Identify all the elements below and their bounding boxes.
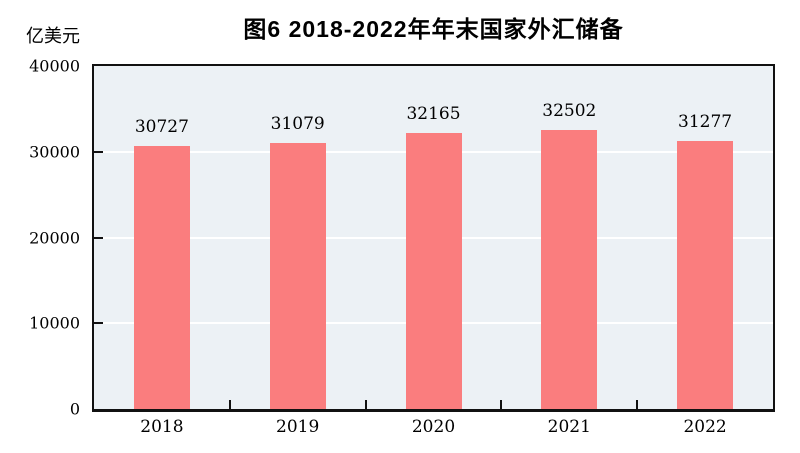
y-axis-unit-label: 亿美元 xyxy=(26,26,80,46)
bar-value-label: 32165 xyxy=(406,104,461,125)
x-tick-label: 2021 xyxy=(547,417,591,437)
y-tick-label: 0 xyxy=(69,399,80,419)
bar xyxy=(133,145,190,409)
x-axis-tick-labels: 2018 2019 2020 2021 2022 xyxy=(94,417,773,447)
x-tick-mark xyxy=(500,400,503,409)
bar xyxy=(269,142,326,409)
bar xyxy=(677,140,734,409)
bar-value-label: 31079 xyxy=(270,113,325,134)
bar xyxy=(541,130,598,409)
bar-value-label: 31277 xyxy=(678,111,733,132)
bar xyxy=(405,133,462,409)
y-axis-tick-labels: 0 10000 20000 30000 40000 xyxy=(0,57,86,419)
y-tick-mark xyxy=(94,150,103,153)
x-tick-label: 2019 xyxy=(276,417,320,437)
y-tick-label: 40000 xyxy=(29,56,80,76)
y-tick-label: 10000 xyxy=(29,313,80,333)
x-tick-mark xyxy=(636,400,639,409)
y-tick-label: 30000 xyxy=(29,142,80,162)
x-tick-label: 2020 xyxy=(411,417,456,437)
x-tick-label: 2018 xyxy=(140,417,184,437)
chart-title: 图6 2018-2022年年末国家外汇储备 xyxy=(243,16,624,42)
x-tick-label: 2022 xyxy=(683,417,727,437)
bar-value-label: 32502 xyxy=(542,101,597,122)
bar-value-label: 30727 xyxy=(134,116,189,137)
y-tick-mark xyxy=(94,236,103,239)
plot-area: 30727 31079 32165 32502 31277 xyxy=(92,64,775,412)
y-tick-mark xyxy=(94,322,103,325)
x-tick-mark xyxy=(364,400,367,409)
x-tick-mark xyxy=(228,400,231,409)
y-tick-label: 20000 xyxy=(29,228,80,247)
